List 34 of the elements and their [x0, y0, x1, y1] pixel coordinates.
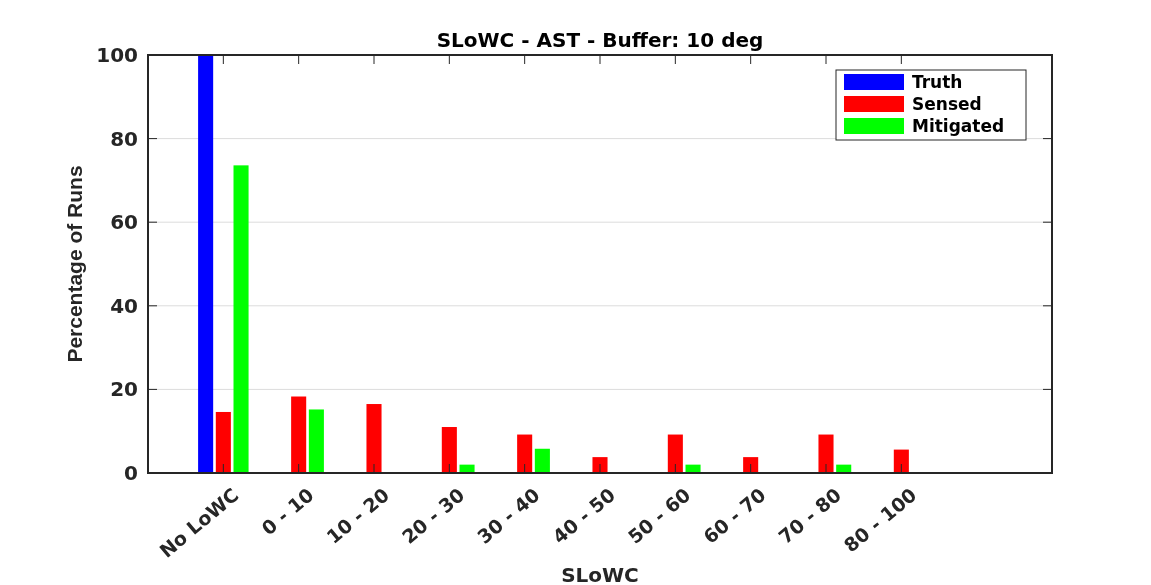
- x-axis-title: SLoWC: [561, 563, 639, 585]
- legend-label: Sensed: [912, 93, 982, 114]
- bar: [667, 434, 683, 473]
- bar: [215, 411, 231, 473]
- bar: [441, 427, 457, 473]
- bar: [592, 457, 608, 473]
- bar: [198, 55, 214, 473]
- bar: [818, 434, 834, 473]
- legend-label: Truth: [912, 71, 963, 92]
- x-tick-label: 0 - 10: [257, 483, 318, 540]
- x-tick-label: 60 - 70: [698, 483, 770, 548]
- y-tick-label: 60: [110, 210, 138, 235]
- bar: [291, 396, 307, 473]
- y-tick-label: 0: [124, 461, 138, 485]
- bar: [534, 448, 550, 473]
- legend-label: Mitigated: [912, 115, 1005, 136]
- bar: [233, 165, 249, 473]
- chart-title: SLoWC - AST - Buffer: 10 deg: [436, 28, 764, 52]
- y-axis-title: Percentage of Runs: [63, 165, 86, 363]
- bar: [308, 409, 324, 473]
- x-tick-label: 20 - 30: [397, 483, 469, 548]
- bar: [743, 457, 759, 473]
- bar: [517, 434, 533, 473]
- bar: [893, 449, 909, 473]
- x-tick-label: 50 - 60: [623, 483, 695, 548]
- y-tick-label: 100: [96, 43, 138, 67]
- x-tick-label: 30 - 40: [472, 483, 544, 548]
- y-tick-label: 40: [110, 293, 138, 318]
- x-tick-label: 80 - 100: [839, 483, 921, 557]
- x-tick-label: 10 - 20: [322, 483, 394, 548]
- x-tick-label: 40 - 50: [548, 483, 620, 548]
- y-tick-label: 80: [110, 126, 138, 151]
- y-tick-label: 20: [110, 377, 138, 402]
- bar: [366, 404, 382, 473]
